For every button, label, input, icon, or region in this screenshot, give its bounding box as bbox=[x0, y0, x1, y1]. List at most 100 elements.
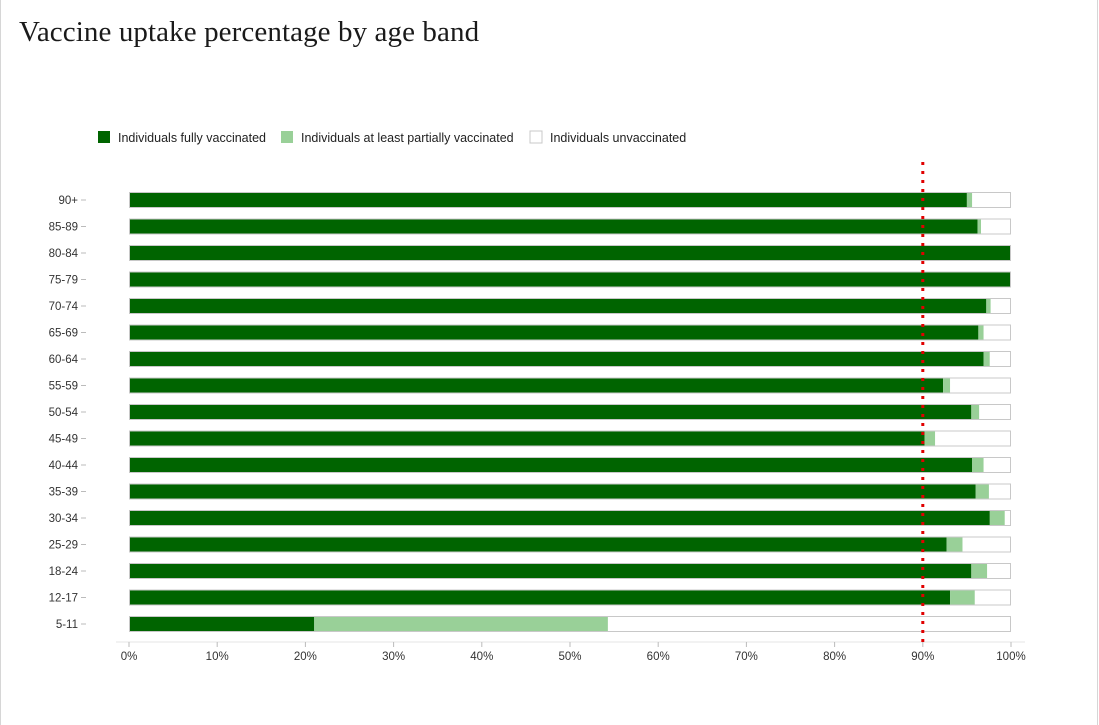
bar-segment-partially-vaccinated bbox=[314, 616, 608, 632]
bar-outline bbox=[129, 616, 1011, 632]
legend-label-1: Individuals fully vaccinated bbox=[118, 131, 266, 145]
bar-segment-fully-vaccinated bbox=[129, 404, 972, 420]
y-tick-label: 40-44 bbox=[49, 460, 79, 472]
x-tick-label: 30% bbox=[382, 651, 405, 663]
legend-swatch-1 bbox=[98, 131, 110, 143]
bar-outline bbox=[129, 404, 1011, 420]
bar-outline bbox=[129, 351, 1011, 367]
bar-segment-partially-vaccinated bbox=[946, 536, 963, 553]
x-tick-label: 20% bbox=[294, 651, 317, 663]
bar-segment-unvaccinated bbox=[988, 483, 1011, 500]
bar-segment-partially-vaccinated bbox=[924, 430, 936, 447]
x-tick-label: 70% bbox=[735, 651, 758, 663]
bar-segment-partially-vaccinated bbox=[972, 457, 984, 473]
bar-segment-partially-vaccinated bbox=[983, 351, 990, 367]
y-tick-label: 5-11 bbox=[56, 619, 78, 631]
x-tick-label: 10% bbox=[206, 651, 229, 663]
bar-segment-fully-vaccinated bbox=[129, 457, 973, 473]
bar-segment-fully-vaccinated bbox=[129, 324, 979, 341]
x-tick-label: 80% bbox=[823, 651, 846, 663]
bar-segment-unvaccinated bbox=[983, 457, 1011, 473]
bar-segment-fully-vaccinated bbox=[129, 271, 1011, 288]
legend-swatch-3 bbox=[529, 130, 543, 144]
bar-segment-partially-vaccinated bbox=[971, 404, 980, 420]
bar-segment-unvaccinated bbox=[989, 351, 1011, 367]
legend-label-2: Individuals at least partially vaccinate… bbox=[301, 131, 514, 145]
bar-segment-partially-vaccinated bbox=[989, 510, 1005, 526]
bar-outline bbox=[129, 324, 1011, 341]
x-tick-label: 60% bbox=[647, 651, 670, 663]
page-title: Vaccine uptake percentage by age band bbox=[19, 16, 480, 48]
bar-segment-partially-vaccinated bbox=[971, 563, 988, 579]
bar-outline bbox=[129, 457, 1011, 473]
bar-segment-fully-vaccinated bbox=[129, 536, 947, 553]
bar-segment-fully-vaccinated bbox=[129, 218, 978, 235]
y-tick-label: 85-89 bbox=[49, 222, 78, 234]
y-tick-label: 30-34 bbox=[49, 513, 79, 525]
x-tick-label: 100% bbox=[996, 651, 1025, 663]
bar-outline bbox=[129, 510, 1011, 526]
bar-segment-fully-vaccinated bbox=[129, 510, 990, 526]
bar-segment-unvaccinated bbox=[981, 218, 1011, 235]
legend-swatch-2 bbox=[281, 131, 293, 143]
bar-outline bbox=[129, 430, 1011, 447]
bar-outline bbox=[129, 218, 1011, 235]
bar-segment-unvaccinated bbox=[950, 377, 1011, 394]
bar-segment-unvaccinated bbox=[979, 404, 1011, 420]
bar-outline bbox=[129, 245, 1011, 261]
x-tick-label: 0% bbox=[121, 651, 138, 663]
x-tick-label: 90% bbox=[911, 651, 934, 663]
bar-segment-partially-vaccinated bbox=[986, 298, 991, 314]
bar-segment-fully-vaccinated bbox=[129, 563, 972, 579]
bar-segment-unvaccinated bbox=[974, 589, 1011, 606]
bar-segment-unvaccinated bbox=[990, 298, 1011, 314]
bar-segment-unvaccinated bbox=[1004, 510, 1011, 526]
bar-segment-unvaccinated bbox=[987, 563, 1011, 579]
bar-segment-unvaccinated bbox=[962, 536, 1011, 553]
y-tick-label: 50-54 bbox=[49, 407, 79, 419]
bar-segment-partially-vaccinated bbox=[950, 589, 975, 606]
bar-outline bbox=[129, 589, 1011, 606]
y-tick-label: 55-59 bbox=[49, 381, 78, 393]
legend-label-3: Individuals unvaccinated bbox=[550, 131, 686, 145]
bar-segment-unvaccinated bbox=[983, 324, 1011, 341]
bar-segment-fully-vaccinated bbox=[129, 351, 984, 367]
y-tick-label: 75-79 bbox=[49, 275, 78, 287]
bar-segment-fully-vaccinated bbox=[129, 589, 951, 606]
y-tick-label: 25-29 bbox=[49, 540, 78, 552]
bar-segment-partially-vaccinated bbox=[975, 483, 989, 500]
x-tick-label: 50% bbox=[558, 651, 581, 663]
bar-segment-unvaccinated bbox=[935, 430, 1011, 447]
bar-segment-fully-vaccinated bbox=[129, 483, 976, 500]
y-tick-label: 18-24 bbox=[49, 566, 79, 578]
bar-outline bbox=[129, 536, 1011, 553]
y-tick-label: 65-69 bbox=[49, 328, 78, 340]
bar-outline bbox=[129, 377, 1011, 394]
y-tick-label: 35-39 bbox=[49, 487, 78, 499]
bar-segment-partially-vaccinated bbox=[978, 324, 984, 341]
bar-segment-partially-vaccinated bbox=[966, 192, 973, 208]
y-tick-label: 90+ bbox=[58, 195, 78, 207]
bar-segment-unvaccinated bbox=[972, 192, 1011, 208]
y-tick-label: 80-84 bbox=[49, 248, 79, 260]
y-tick-label: 70-74 bbox=[49, 301, 79, 313]
bar-outline bbox=[129, 483, 1011, 500]
bar-segment-fully-vaccinated bbox=[129, 616, 315, 632]
y-tick-label: 60-64 bbox=[49, 354, 79, 366]
bar-segment-fully-vaccinated bbox=[129, 245, 1011, 261]
x-tick-label: 40% bbox=[470, 651, 493, 663]
bar-segment-fully-vaccinated bbox=[129, 192, 967, 208]
bar-segment-fully-vaccinated bbox=[129, 377, 944, 394]
bar-outline bbox=[129, 192, 1011, 208]
bar-segment-fully-vaccinated bbox=[129, 430, 925, 447]
bar-outline bbox=[129, 563, 1011, 579]
bar-segment-partially-vaccinated bbox=[943, 377, 951, 394]
y-tick-label: 12-17 bbox=[49, 593, 78, 605]
bar-segment-unvaccinated bbox=[607, 616, 1011, 632]
bar-outline bbox=[129, 271, 1011, 288]
bar-segment-partially-vaccinated bbox=[977, 218, 982, 235]
y-tick-label: 45-49 bbox=[49, 434, 78, 446]
bar-segment-fully-vaccinated bbox=[129, 298, 987, 314]
